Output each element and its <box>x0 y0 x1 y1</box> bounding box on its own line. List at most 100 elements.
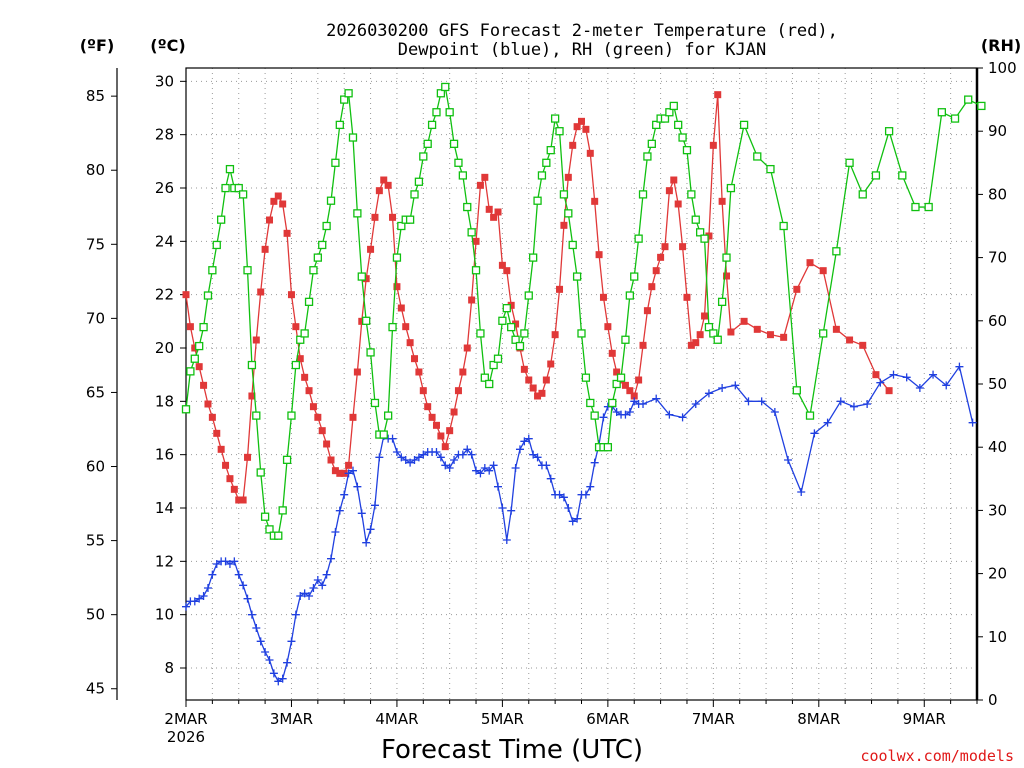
dewpoint-point <box>691 400 700 408</box>
rh-point <box>779 221 788 231</box>
dewpoint-point <box>432 448 441 456</box>
dewpoint-point <box>665 410 674 419</box>
dewpoint-point <box>450 456 459 464</box>
celsius-tick-label: 16 <box>155 446 174 464</box>
temperature-point <box>375 187 383 195</box>
credit-link[interactable]: coolwx.com/models <box>860 747 1014 765</box>
temperature-point <box>454 387 462 395</box>
temperature-point <box>780 333 788 341</box>
dewpoint-point <box>353 482 362 491</box>
rh-point <box>331 158 340 167</box>
rh-point <box>480 373 489 382</box>
series-layer <box>181 82 986 686</box>
temperature-point <box>679 243 687 251</box>
temperature-point <box>296 355 304 363</box>
temperature-point <box>846 336 854 344</box>
rh-point <box>344 89 353 98</box>
dewpoint-point <box>441 461 450 470</box>
dewpoint-point <box>239 581 248 590</box>
temperature-point <box>208 413 216 421</box>
temperature-point <box>358 317 366 325</box>
dewpoint-point <box>902 373 911 382</box>
dewpoint-point <box>520 437 529 446</box>
series-relative-humidity <box>181 82 986 540</box>
rh-point <box>463 202 472 212</box>
temperature-point <box>692 339 700 347</box>
temperature-point <box>459 368 467 376</box>
temperature-point <box>723 272 731 280</box>
dewpoint-point <box>340 490 349 499</box>
rh-point <box>546 146 555 155</box>
dewpoint-point <box>542 461 551 470</box>
rh-point <box>625 291 634 300</box>
dewpoint-point <box>397 453 406 462</box>
rh-point <box>335 120 344 130</box>
dewpoint-point <box>274 677 283 686</box>
rh-point <box>379 430 388 439</box>
rh-point <box>186 367 195 376</box>
dewpoint-point <box>195 594 204 603</box>
rh-point <box>419 152 428 161</box>
rh-point <box>612 379 621 389</box>
dewpoint-point <box>305 592 314 600</box>
rh-point <box>388 322 397 332</box>
rh-point <box>577 329 586 338</box>
fahrenheit-tick-label: 55 <box>86 532 105 550</box>
rh-point <box>471 266 481 275</box>
dewpoint-point <box>678 413 687 422</box>
rh-point <box>638 190 648 199</box>
temperature-point <box>402 323 410 331</box>
temperature-point <box>806 259 814 267</box>
temperature-point <box>472 237 480 245</box>
dewpoint-point <box>414 453 423 462</box>
x-tick-label: 8MAR <box>797 710 840 728</box>
dewpoint-point <box>318 581 327 590</box>
x-tick-label: 2MAR <box>164 710 207 728</box>
rh-point <box>467 228 476 237</box>
x-axis-title: Forecast Time (UTC) <box>381 735 643 765</box>
dewpoint-point <box>234 570 243 579</box>
dewpoint-point <box>731 381 740 390</box>
dewpoint-point <box>770 408 779 416</box>
rh-point <box>436 89 446 98</box>
rh-point <box>190 354 199 363</box>
temperature-point <box>753 325 761 333</box>
rh-point <box>414 177 424 186</box>
fahrenheit-tick-label: 75 <box>86 235 105 253</box>
rh-tick-label: 50 <box>988 375 1007 393</box>
temperature-point <box>397 304 405 312</box>
rh-point <box>586 398 595 408</box>
series-line <box>185 365 974 683</box>
x-tick-label: 3MAR <box>270 710 313 728</box>
temperature-point <box>793 285 801 293</box>
temperature-point <box>599 293 607 301</box>
rh-point <box>362 316 371 325</box>
temperature-point <box>490 213 498 221</box>
x-tick-label: 4MAR <box>375 710 418 728</box>
temperature-point <box>217 445 225 453</box>
temperature-point <box>701 312 709 320</box>
rh-point <box>221 183 230 193</box>
dewpoint-point <box>612 408 621 416</box>
rh-point <box>937 108 946 117</box>
dewpoint-point <box>876 378 885 387</box>
dewpoint-point <box>230 557 239 566</box>
dewpoint-point <box>573 514 582 523</box>
rh-point <box>555 127 564 136</box>
temperature-point <box>441 443 449 451</box>
temperature-point <box>424 403 432 411</box>
rh-point <box>682 146 692 155</box>
temperature-point <box>714 91 722 99</box>
dewpoint-point <box>212 560 221 568</box>
dewpoint-point <box>419 450 428 459</box>
temperature-point <box>463 344 471 352</box>
temperature-point <box>503 267 511 275</box>
temperature-point <box>819 267 827 275</box>
temperature-point <box>353 368 361 376</box>
temperature-point <box>582 125 590 133</box>
temperature-point <box>287 291 295 299</box>
celsius-tick-label: 22 <box>155 286 174 304</box>
dewpoint-point <box>555 490 564 499</box>
rh-point <box>691 215 700 224</box>
rh-point <box>410 190 419 199</box>
